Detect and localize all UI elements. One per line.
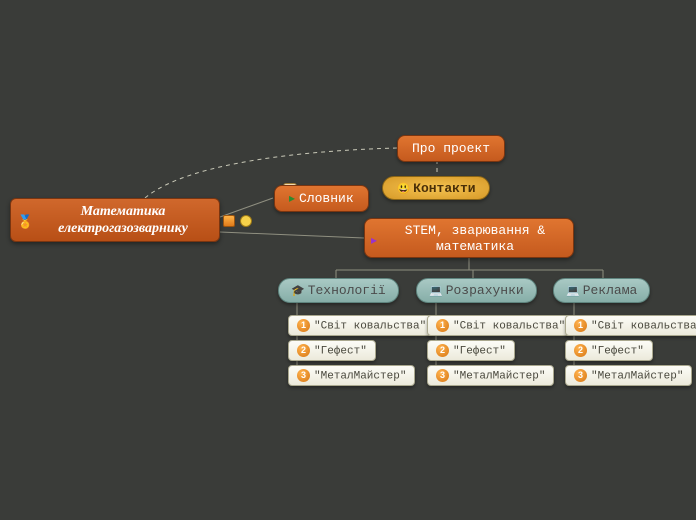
medal-icon: 🏅 bbox=[17, 213, 33, 230]
leaf-calc-2[interactable]: 2 "Гефест" bbox=[427, 340, 515, 361]
mindmap-canvas: 🏅 Математика електрогазозварнику ▸ Словни… bbox=[0, 0, 696, 520]
flag-green-icon: ▸ bbox=[289, 192, 295, 206]
root-node[interactable]: 🏅 Математика електрогазозварнику bbox=[10, 198, 220, 242]
root-marker-dots bbox=[223, 214, 253, 232]
num-badge: 1 bbox=[436, 319, 449, 332]
root-title-line2: електрогазозварнику bbox=[58, 221, 188, 236]
calc-icon: 💻 bbox=[429, 286, 443, 298]
num-badge: 3 bbox=[436, 369, 449, 382]
contacts-node[interactable]: 😃Контакти bbox=[382, 176, 490, 200]
calc-label: Розрахунки bbox=[446, 283, 524, 298]
tech-label: Технології bbox=[308, 283, 386, 298]
connector-lines bbox=[0, 0, 696, 520]
leaf-tech-3[interactable]: 3 "МеталМайстер" bbox=[288, 365, 415, 386]
ad-icon: 💻 bbox=[566, 286, 580, 298]
root-title-line1: Математика bbox=[81, 204, 166, 219]
stem-line1: STEM, зварювання & bbox=[405, 223, 545, 238]
leaf-ad-2[interactable]: 2 "Гефест" bbox=[565, 340, 653, 361]
num-badge: 2 bbox=[436, 344, 449, 357]
leaf-label: "Гефест" bbox=[591, 345, 644, 357]
category-tech[interactable]: 🎓Технології bbox=[278, 278, 399, 303]
num-badge: 2 bbox=[574, 344, 587, 357]
marker-square-icon bbox=[223, 215, 235, 227]
stem-node[interactable]: ▸ STEM, зварювання & математика bbox=[364, 218, 574, 258]
dictionary-node[interactable]: ▸ Словник bbox=[274, 185, 369, 212]
stem-line2: математика bbox=[436, 239, 514, 254]
num-badge: 2 bbox=[297, 344, 310, 357]
leaf-tech-1[interactable]: 1 "Світ ковальства" bbox=[288, 315, 435, 336]
leaf-label: "Світ ковальства" bbox=[314, 320, 426, 332]
leaf-ad-1[interactable]: 1 "Світ ковальства" bbox=[565, 315, 696, 336]
leaf-label: "Світ ковальства" bbox=[453, 320, 565, 332]
leaf-label: "Гефест" bbox=[453, 345, 506, 357]
leaf-label: "Гефест" bbox=[314, 345, 367, 357]
num-badge: 3 bbox=[574, 369, 587, 382]
num-badge: 1 bbox=[297, 319, 310, 332]
leaf-tech-2[interactable]: 2 "Гефест" bbox=[288, 340, 376, 361]
num-badge: 1 bbox=[574, 319, 587, 332]
leaf-label: "МеталМайстер" bbox=[591, 370, 683, 382]
about-label: Про проект bbox=[412, 141, 490, 156]
marker-circle-icon bbox=[240, 215, 252, 227]
num-badge: 3 bbox=[297, 369, 310, 382]
category-calc[interactable]: 💻Розрахунки bbox=[416, 278, 537, 303]
leaf-calc-1[interactable]: 1 "Світ ковальства" bbox=[427, 315, 574, 336]
leaf-ad-3[interactable]: 3 "МеталМайстер" bbox=[565, 365, 692, 386]
about-node[interactable]: Про проект bbox=[397, 135, 505, 162]
leaf-label: "Світ ковальства" bbox=[591, 320, 696, 332]
leaf-label: "МеталМайстер" bbox=[453, 370, 545, 382]
contacts-label: Контакти bbox=[413, 181, 475, 196]
smile-icon: 😃 bbox=[396, 184, 410, 196]
leaf-calc-3[interactable]: 3 "МеталМайстер" bbox=[427, 365, 554, 386]
category-ad[interactable]: 💻Реклама bbox=[553, 278, 650, 303]
ad-label: Реклама bbox=[583, 283, 638, 298]
dictionary-label: Словник bbox=[299, 191, 354, 206]
tech-icon: 🎓 bbox=[291, 286, 305, 298]
leaf-label: "МеталМайстер" bbox=[314, 370, 406, 382]
flag-purple-icon: ▸ bbox=[371, 233, 377, 249]
